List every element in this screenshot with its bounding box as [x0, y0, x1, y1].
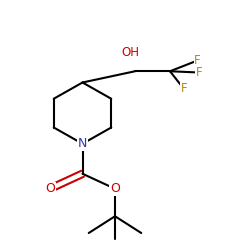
- Text: F: F: [196, 66, 202, 79]
- Text: N: N: [78, 137, 87, 150]
- Text: F: F: [180, 82, 187, 95]
- Text: O: O: [110, 182, 120, 195]
- Text: O: O: [45, 182, 55, 195]
- Text: OH: OH: [121, 46, 139, 59]
- Text: F: F: [194, 54, 201, 67]
